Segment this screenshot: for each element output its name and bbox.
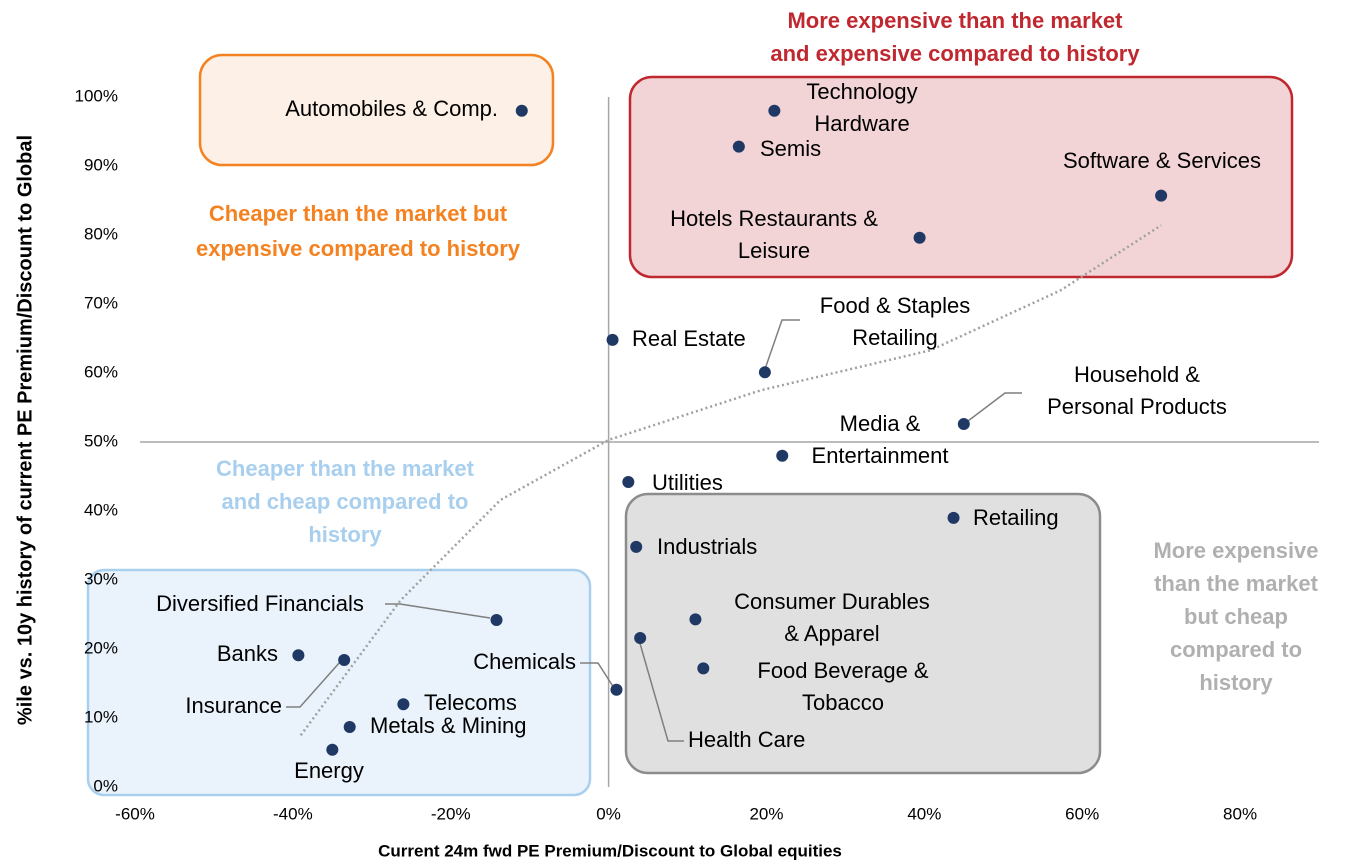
point-label: Household & — [1074, 362, 1200, 387]
quadrant-label: and cheap compared to — [222, 489, 469, 514]
point-label: Food & Staples — [820, 293, 970, 318]
point — [338, 654, 351, 667]
point-label: Industrials — [657, 534, 757, 559]
point — [630, 540, 643, 553]
y-tick-label: 100% — [75, 86, 118, 105]
point — [515, 104, 528, 117]
point-label: Insurance — [185, 693, 282, 718]
point — [490, 614, 503, 627]
point — [732, 140, 745, 153]
point-label: Metals & Mining — [370, 713, 527, 738]
quadrant-box — [198, 53, 555, 167]
leader-line — [638, 639, 684, 742]
quadrant-label: compared to — [1170, 637, 1302, 662]
quadrant-label: than the market — [1154, 571, 1318, 596]
quadrant-label: expensive compared to history — [196, 236, 521, 261]
point-label: Diversified Financials — [156, 591, 364, 616]
quadrant-label: More expensive — [1153, 538, 1318, 563]
point-label: Utilities — [652, 470, 723, 495]
point-label: Health Care — [688, 727, 805, 752]
y-tick-label: 50% — [84, 431, 118, 450]
y-tick-label: 0% — [93, 776, 118, 795]
y-tick-label: 90% — [84, 155, 118, 174]
y-tick-label: 30% — [84, 569, 118, 588]
point — [397, 698, 410, 711]
point — [947, 511, 960, 524]
quadrant-label: but cheap — [1184, 604, 1288, 629]
point-label: Media & — [840, 411, 921, 436]
x-tick-label: 0% — [596, 804, 621, 823]
point-label: Retailing — [852, 325, 938, 350]
quadrant-label: Cheaper than the market — [216, 456, 475, 481]
quadrant-label: history — [1199, 670, 1273, 695]
x-tick-label: 20% — [749, 804, 783, 823]
quadrant-box — [624, 492, 1102, 775]
point-label: Retailing — [973, 505, 1059, 530]
y-tick-label: 10% — [84, 707, 118, 726]
x-tick-label: 60% — [1065, 804, 1099, 823]
point — [622, 476, 635, 489]
point-label: Technology — [806, 79, 917, 104]
x-tick-label: -20% — [431, 804, 471, 823]
point-label: Real Estate — [632, 326, 746, 351]
point-label: Consumer Durables — [734, 589, 930, 614]
point-label: Energy — [294, 758, 364, 783]
point-label: Leisure — [738, 238, 810, 263]
leader-line — [580, 662, 615, 689]
point-label: Tobacco — [802, 690, 884, 715]
point-label: Hardware — [814, 111, 909, 136]
point-label: Food Beverage & — [757, 658, 929, 683]
y-tick-label: 40% — [84, 500, 118, 519]
leader-line — [385, 603, 491, 619]
point-label: Semis — [760, 136, 821, 161]
y-tick-label: 80% — [84, 224, 118, 243]
point — [913, 231, 926, 244]
point — [610, 683, 623, 696]
point-label: Chemicals — [473, 649, 576, 674]
quadrant-label: Cheaper than the market but — [209, 201, 508, 226]
point — [1155, 189, 1168, 202]
leader-line — [763, 319, 800, 373]
x-tick-label: 40% — [907, 804, 941, 823]
x-axis-title: Current 24m fwd PE Premium/Discount to G… — [378, 841, 842, 860]
point-label: & Apparel — [784, 621, 879, 646]
x-tick-label: 80% — [1223, 804, 1257, 823]
point-label: Hotels Restaurants & — [670, 206, 878, 231]
y-tick-label: 20% — [84, 638, 118, 657]
y-tick-label: 60% — [84, 362, 118, 381]
x-tick-label: -60% — [115, 804, 155, 823]
point — [326, 743, 339, 756]
point-label: Telecoms — [424, 690, 517, 715]
point-label: Software & Services — [1063, 148, 1261, 173]
point-label: Entertainment — [812, 443, 949, 468]
point — [957, 418, 970, 431]
point — [768, 104, 781, 117]
point — [776, 449, 789, 462]
point — [689, 613, 702, 626]
quadrant-label: and expensive compared to history — [770, 41, 1140, 66]
point-label: Personal Products — [1047, 394, 1227, 419]
point-label: Banks — [217, 641, 278, 666]
y-tick-label: 70% — [84, 293, 118, 312]
point — [758, 366, 771, 379]
quadrant-box — [628, 75, 1294, 279]
leader-line — [286, 661, 341, 708]
x-tick-label: -40% — [273, 804, 313, 823]
point — [606, 333, 619, 346]
point — [634, 631, 647, 644]
point-label: Automobiles & Comp. — [285, 96, 498, 121]
point — [292, 649, 305, 662]
leader-line — [963, 392, 1022, 425]
point — [697, 662, 710, 675]
quadrant-label: history — [308, 522, 382, 547]
quadrant-label: More expensive than the market — [787, 8, 1123, 33]
trendline — [299, 224, 1162, 736]
y-axis-title: %ile vs. 10y history of current PE Premi… — [14, 135, 36, 725]
point — [343, 720, 356, 733]
